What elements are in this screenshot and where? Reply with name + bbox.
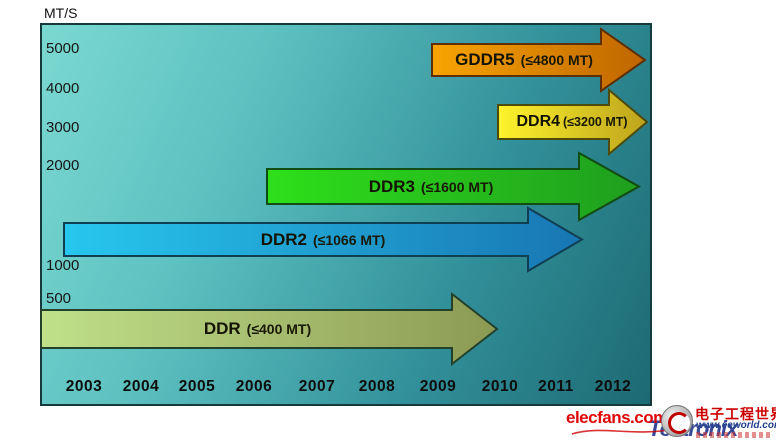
arrow-ddr: DDR (≤400 MT): [40, 291, 499, 367]
arrow-ddr4-label: DDR4 (≤3200 MT): [497, 105, 647, 139]
arrow-ddr4-name: DDR4: [516, 113, 561, 130]
arrow-ddr4: DDR4 (≤3200 MT): [497, 87, 649, 157]
arrow-ddr-shape: [40, 291, 499, 367]
arrow-ddr-label: DDR (≤400 MT): [100, 310, 415, 349]
red-swoosh-icon: [571, 428, 677, 435]
arrow-ddr3-label: DDR3 (≤1600 MT): [266, 169, 596, 205]
eeworld-title: 电子工程世界: [695, 406, 776, 422]
x-tick-2005: 2005: [178, 378, 216, 395]
arrow-ddr2-shape: [63, 206, 584, 273]
arrow-ddr-name: DDR: [203, 319, 241, 338]
eeworld-logo-icon: [661, 405, 693, 437]
arrow-ddr2-name: DDR2: [260, 230, 308, 249]
arrow-gddr5: GDDR5 (≤4800 MT): [431, 27, 647, 93]
arrow-ddr2: DDR2 (≤1066 MT): [63, 206, 584, 273]
x-tick-2010: 2010: [481, 378, 519, 395]
x-tick-2008: 2008: [358, 378, 396, 395]
arrow-ddr3: DDR3 (≤1600 MT): [266, 151, 642, 222]
arrow-ddr3-name: DDR3: [368, 177, 416, 196]
y-tick-2000: 2000: [46, 157, 80, 174]
x-tick-2006: 2006: [235, 378, 273, 395]
blurred-small-text: [696, 432, 772, 438]
arrow-ddr4-spec: (≤3200 MT): [563, 115, 628, 129]
x-tick-2003: 2003: [65, 378, 103, 395]
arrow-ddr2-spec: (≤1066 MT): [313, 232, 386, 248]
arrow-ddr2-label: DDR2 (≤1066 MT): [163, 223, 483, 257]
y-tick-1000: 1000: [46, 257, 80, 274]
x-tick-2007: 2007: [298, 378, 336, 395]
eeworld-logo-ring: [668, 412, 690, 434]
y-tick-5000: 5000: [46, 40, 80, 57]
arrow-gddr5-label: GDDR5 (≤4800 MT): [431, 44, 617, 77]
y-tick-3000: 3000: [46, 119, 80, 136]
arrow-ddr4-shape: [497, 87, 649, 157]
elecfans-watermark: elecfans.com: [566, 408, 668, 427]
x-tick-2004: 2004: [122, 378, 160, 395]
x-tick-2011: 2011: [538, 378, 574, 395]
y-tick-4000: 4000: [46, 80, 80, 97]
y-axis-title: MT/S: [44, 5, 78, 21]
y-tick-500: 500: [46, 290, 72, 307]
arrow-ddr-spec: (≤400 MT): [246, 321, 312, 337]
x-tick-2009: 2009: [419, 378, 457, 395]
x-tick-2012: 2012: [594, 378, 632, 395]
eeworld-url: www.eeworld.com.cn: [696, 420, 776, 431]
arrow-gddr5-name: GDDR5: [455, 50, 515, 69]
arrow-gddr5-shape: [431, 27, 647, 93]
arrow-ddr3-spec: (≤1600 MT): [421, 179, 494, 195]
arrow-ddr3-shape: [266, 151, 642, 222]
arrow-gddr5-spec: (≤4800 MT): [520, 52, 593, 68]
